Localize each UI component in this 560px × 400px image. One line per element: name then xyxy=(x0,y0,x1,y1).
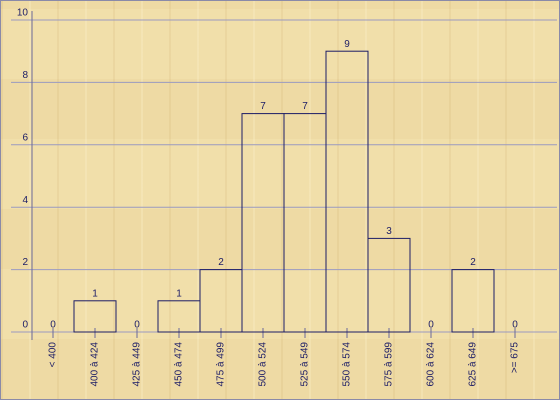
x-tick-label: 575 à 599 xyxy=(384,342,395,387)
x-tick-label: 475 à 499 xyxy=(216,342,227,387)
bar xyxy=(283,113,327,333)
bar xyxy=(157,300,201,333)
bar xyxy=(199,269,243,333)
data-label: 7 xyxy=(260,101,266,112)
x-tick-label: 525 à 549 xyxy=(300,342,311,387)
data-label: 2 xyxy=(218,257,224,268)
y-tick-label: 6 xyxy=(22,132,28,143)
x-tick-label: 400 à 424 xyxy=(90,342,101,387)
bar xyxy=(241,113,285,333)
y-tick-label: 0 xyxy=(22,320,28,331)
x-tick-label: >= 675 xyxy=(510,342,521,374)
y-tick-label: 8 xyxy=(22,70,28,81)
bar xyxy=(73,300,117,333)
data-label: 9 xyxy=(344,39,350,50)
data-label: 7 xyxy=(302,101,308,112)
y-tick-label: 2 xyxy=(22,257,28,268)
data-label: 0 xyxy=(134,320,140,331)
x-tick-label: < 400 xyxy=(48,342,59,368)
data-label: 1 xyxy=(92,288,98,299)
data-label: 0 xyxy=(428,320,434,331)
x-tick-label: 500 à 524 xyxy=(258,342,269,387)
bar xyxy=(367,237,411,333)
x-tick-label: 450 à 474 xyxy=(174,342,185,387)
y-tick-label: 4 xyxy=(22,195,28,206)
y-tick-label: 10 xyxy=(17,8,29,19)
data-label: 2 xyxy=(470,257,476,268)
x-tick-label: 425 à 449 xyxy=(132,342,143,387)
data-label: 0 xyxy=(512,320,518,331)
data-label: 3 xyxy=(386,226,392,237)
data-label: 1 xyxy=(176,288,182,299)
data-label: 0 xyxy=(50,320,56,331)
bar xyxy=(325,50,369,333)
x-tick-label: 550 à 574 xyxy=(342,342,353,387)
bar xyxy=(451,269,495,333)
x-tick-label: 625 à 649 xyxy=(468,342,479,387)
x-tick-label: 600 à 624 xyxy=(426,342,437,387)
